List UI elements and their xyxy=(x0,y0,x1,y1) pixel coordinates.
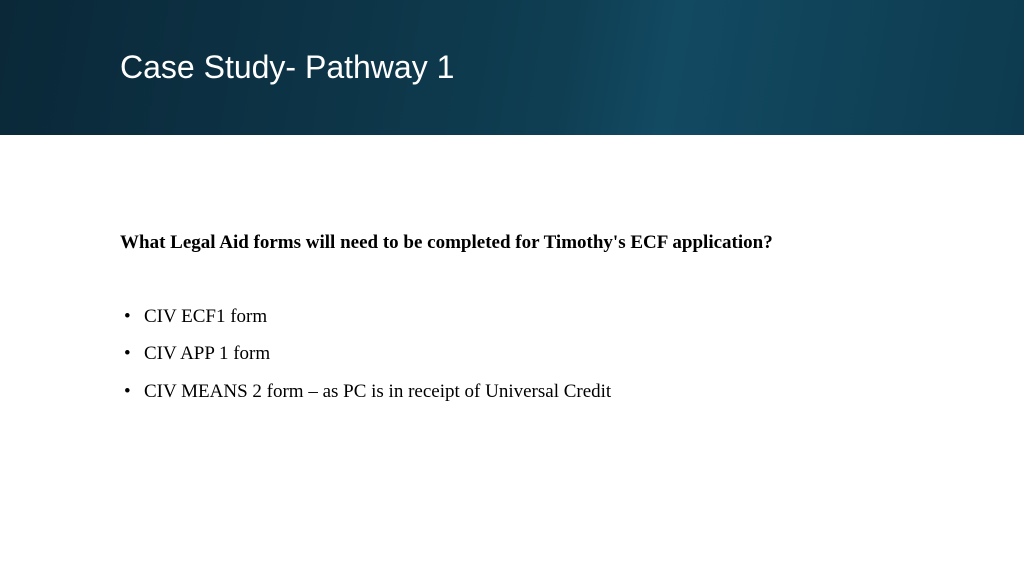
list-item: CIV ECF1 form xyxy=(124,304,904,330)
slide-title: Case Study- Pathway 1 xyxy=(120,49,454,86)
slide: Case Study- Pathway 1 What Legal Aid for… xyxy=(0,0,1024,576)
slide-header: Case Study- Pathway 1 xyxy=(0,0,1024,135)
question-text: What Legal Aid forms will need to be com… xyxy=(120,230,840,256)
bullet-list: CIV ECF1 form CIV APP 1 form CIV MEANS 2… xyxy=(120,304,904,405)
list-item: CIV MEANS 2 form – as PC is in receipt o… xyxy=(124,379,904,405)
list-item: CIV APP 1 form xyxy=(124,341,904,367)
slide-content: What Legal Aid forms will need to be com… xyxy=(0,135,1024,405)
